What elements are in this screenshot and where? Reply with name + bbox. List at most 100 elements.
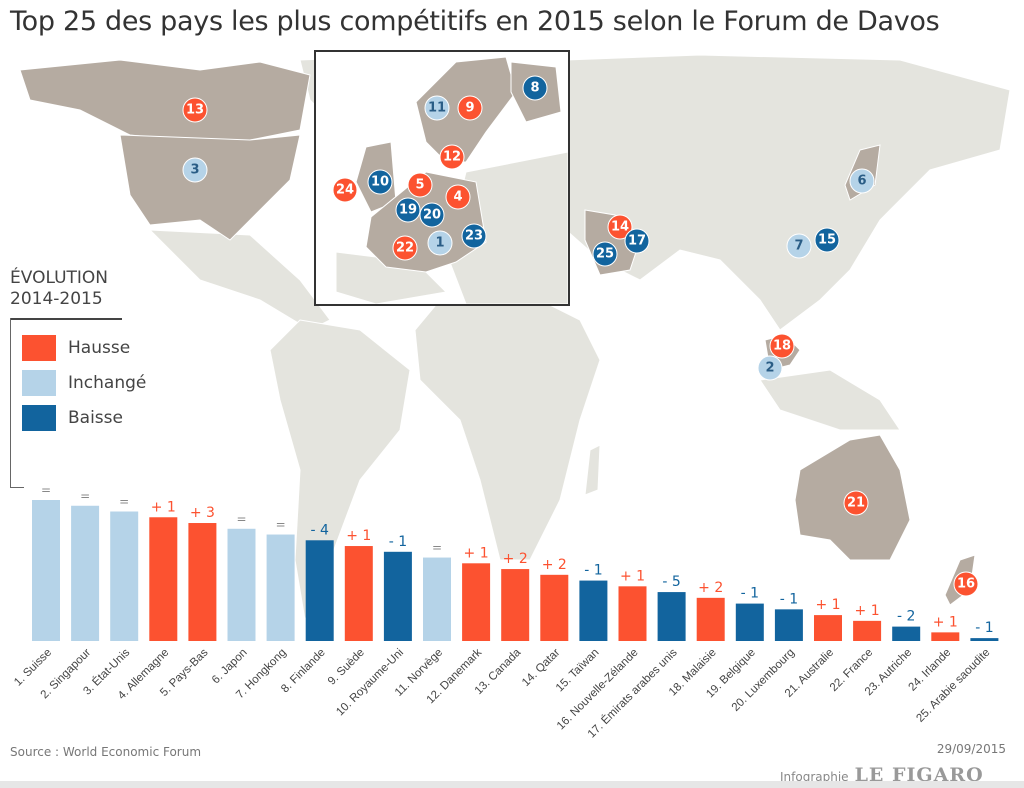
legend-item-hausse: Hausse [22, 335, 130, 361]
map-marker-rank-16: 16 [953, 571, 979, 597]
bar-23 [892, 626, 921, 641]
map-marker-rank-5: 5 [407, 172, 433, 198]
source-note: Source : World Economic Forum [10, 745, 202, 759]
map-marker-rank-6: 6 [849, 168, 875, 194]
change-label-15: - 1 [584, 563, 602, 579]
bar-7 [266, 534, 295, 641]
legend-item-inchange: Inchangé [22, 370, 146, 396]
bar-18 [696, 597, 725, 641]
map-marker-rank-12: 12 [439, 144, 465, 170]
legend-title-line2: 2014-2015 [10, 289, 103, 309]
category-label-25: 25. Arabie saoudite [914, 647, 992, 725]
map-marker-rank-22: 22 [392, 235, 418, 261]
change-label-14: + 2 [542, 557, 567, 573]
change-label-1: = [41, 483, 51, 497]
map-marker-rank-8: 8 [522, 75, 548, 101]
map-marker-rank-24: 24 [332, 177, 358, 203]
legend-title: ÉVOLUTION 2014-2015 [10, 268, 108, 310]
credit: Infographie LE FIGARO [780, 764, 984, 786]
madagascar [584, 444, 601, 496]
bar-21 [814, 615, 842, 641]
canada [19, 59, 311, 141]
change-label-16: + 1 [620, 568, 645, 584]
bar-17 [657, 592, 686, 641]
bar-25 [970, 638, 999, 641]
credit-prefix: Infographie [780, 770, 849, 784]
legend-swatch [22, 335, 56, 361]
bar-14 [540, 574, 569, 641]
usa [119, 134, 301, 241]
category-label-10: 10. Royaume-Uni [334, 647, 406, 719]
map-marker-rank-23: 23 [461, 223, 487, 249]
category-label-9: 9. Suède [326, 647, 367, 688]
bar-5 [188, 523, 217, 641]
change-label-7: = [276, 518, 286, 532]
bar-1 [32, 500, 60, 641]
bar-19 [735, 603, 764, 641]
map-marker-rank-15: 15 [814, 227, 840, 253]
bar-15 [579, 580, 608, 641]
map-marker-rank-13: 13 [182, 97, 208, 123]
map-marker-rank-9: 9 [457, 95, 483, 121]
page-title: Top 25 des pays les plus compétitifs en … [10, 6, 940, 37]
le-figaro-logo: LE FIGARO [854, 764, 984, 786]
legend-divider [10, 318, 122, 320]
change-label-18: + 2 [698, 580, 723, 596]
map-marker-rank-10: 10 [367, 169, 393, 195]
change-label-2: = [80, 489, 90, 503]
eurasia [565, 54, 1011, 331]
change-label-11: = [432, 541, 442, 555]
change-label-6: = [236, 512, 246, 526]
change-label-3: = [119, 495, 129, 509]
legend-label: Baisse [68, 408, 123, 428]
bar-13 [501, 569, 530, 641]
map-marker-rank-7: 7 [786, 233, 812, 259]
legend-label: Inchangé [68, 373, 147, 393]
map-marker-rank-21: 21 [843, 490, 869, 516]
bar-22 [853, 620, 882, 641]
map-marker-rank-17: 17 [624, 228, 650, 254]
legend-swatch [22, 370, 56, 396]
change-label-25: - 1 [975, 620, 993, 636]
change-label-13: + 2 [503, 551, 528, 567]
change-label-22: + 1 [855, 603, 880, 619]
bar-6 [227, 528, 256, 641]
map-marker-rank-25: 25 [592, 241, 618, 267]
map-marker-rank-1: 1 [427, 230, 453, 256]
map-marker-rank-14: 14 [607, 214, 633, 240]
bar-24 [931, 632, 960, 641]
legend-item-baisse: Baisse [22, 405, 123, 431]
southeast-asia-islands [759, 369, 901, 431]
category-label-6: 6. Japon [210, 647, 250, 687]
map-marker-rank-11: 11 [424, 95, 450, 121]
change-label-21: + 1 [815, 597, 840, 613]
map-marker-rank-3: 3 [182, 157, 208, 183]
change-label-19: - 1 [741, 586, 759, 602]
change-label-12: + 1 [464, 545, 489, 561]
bar-4 [149, 517, 178, 641]
map-marker-rank-18: 18 [769, 333, 795, 359]
bar-16 [618, 586, 647, 641]
map-marker-rank-20: 20 [419, 202, 445, 228]
change-label-5: + 3 [190, 505, 215, 521]
arrow-right-icon [10, 487, 24, 488]
change-label-9: + 1 [346, 528, 371, 544]
bar-20 [774, 609, 803, 641]
bar-12 [462, 563, 491, 641]
map-marker-rank-4: 4 [445, 184, 471, 210]
bar-11 [423, 557, 451, 641]
africa [414, 289, 601, 561]
bar-8 [305, 540, 334, 641]
legend-label: Hausse [68, 338, 131, 358]
change-label-24: + 1 [933, 614, 958, 630]
legend-connector [10, 318, 11, 488]
change-label-17: - 5 [662, 574, 680, 590]
legend-title-line1: ÉVOLUTION [10, 268, 109, 288]
legend-swatch [22, 405, 56, 431]
map-marker-rank-2: 2 [757, 355, 783, 381]
change-label-20: - 1 [780, 591, 798, 607]
change-label-23: - 2 [897, 609, 915, 625]
bar-9 [344, 546, 373, 641]
